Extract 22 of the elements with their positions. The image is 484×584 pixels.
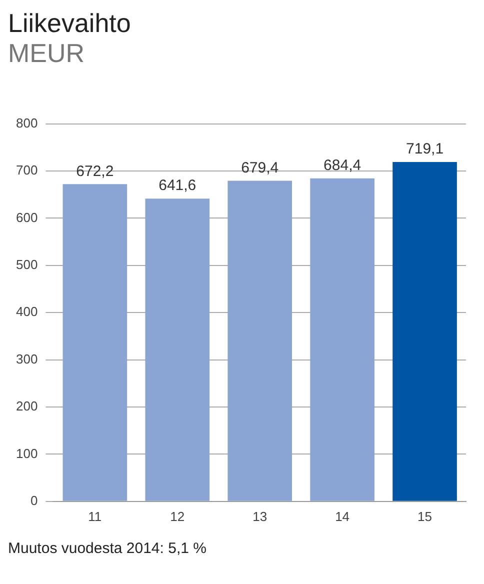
y-tick-label: 400 [16,304,38,320]
data-label: 672,2 [76,162,114,180]
y-tick-label: 200 [16,398,38,414]
y-tick-label: 600 [16,210,38,225]
x-tick-label: 15 [418,508,432,524]
chart-title: Liikevaihto [8,8,132,38]
y-tick-label: 0 [30,492,38,508]
data-label: 641,6 [158,177,196,194]
x-tick-label: 14 [335,508,350,524]
x-tick-label: 11 [88,508,102,524]
y-tick-label: 300 [16,351,38,366]
x-tick-label: 13 [252,508,268,524]
y-tick-label: 500 [16,256,38,272]
y-tick-label: 800 [16,115,38,130]
y-tick-label: 700 [16,162,38,178]
chart-subtitle: MEUR [8,38,86,68]
x-tick-label: 12 [170,508,185,524]
data-label: 684,4 [324,157,362,174]
y-tick-label: 100 [16,446,38,461]
text: Muutos vuodesta 2014: 5,1 % [8,540,208,557]
data-label: 719,1 [406,140,444,158]
data-label: 679,4 [241,159,279,176]
